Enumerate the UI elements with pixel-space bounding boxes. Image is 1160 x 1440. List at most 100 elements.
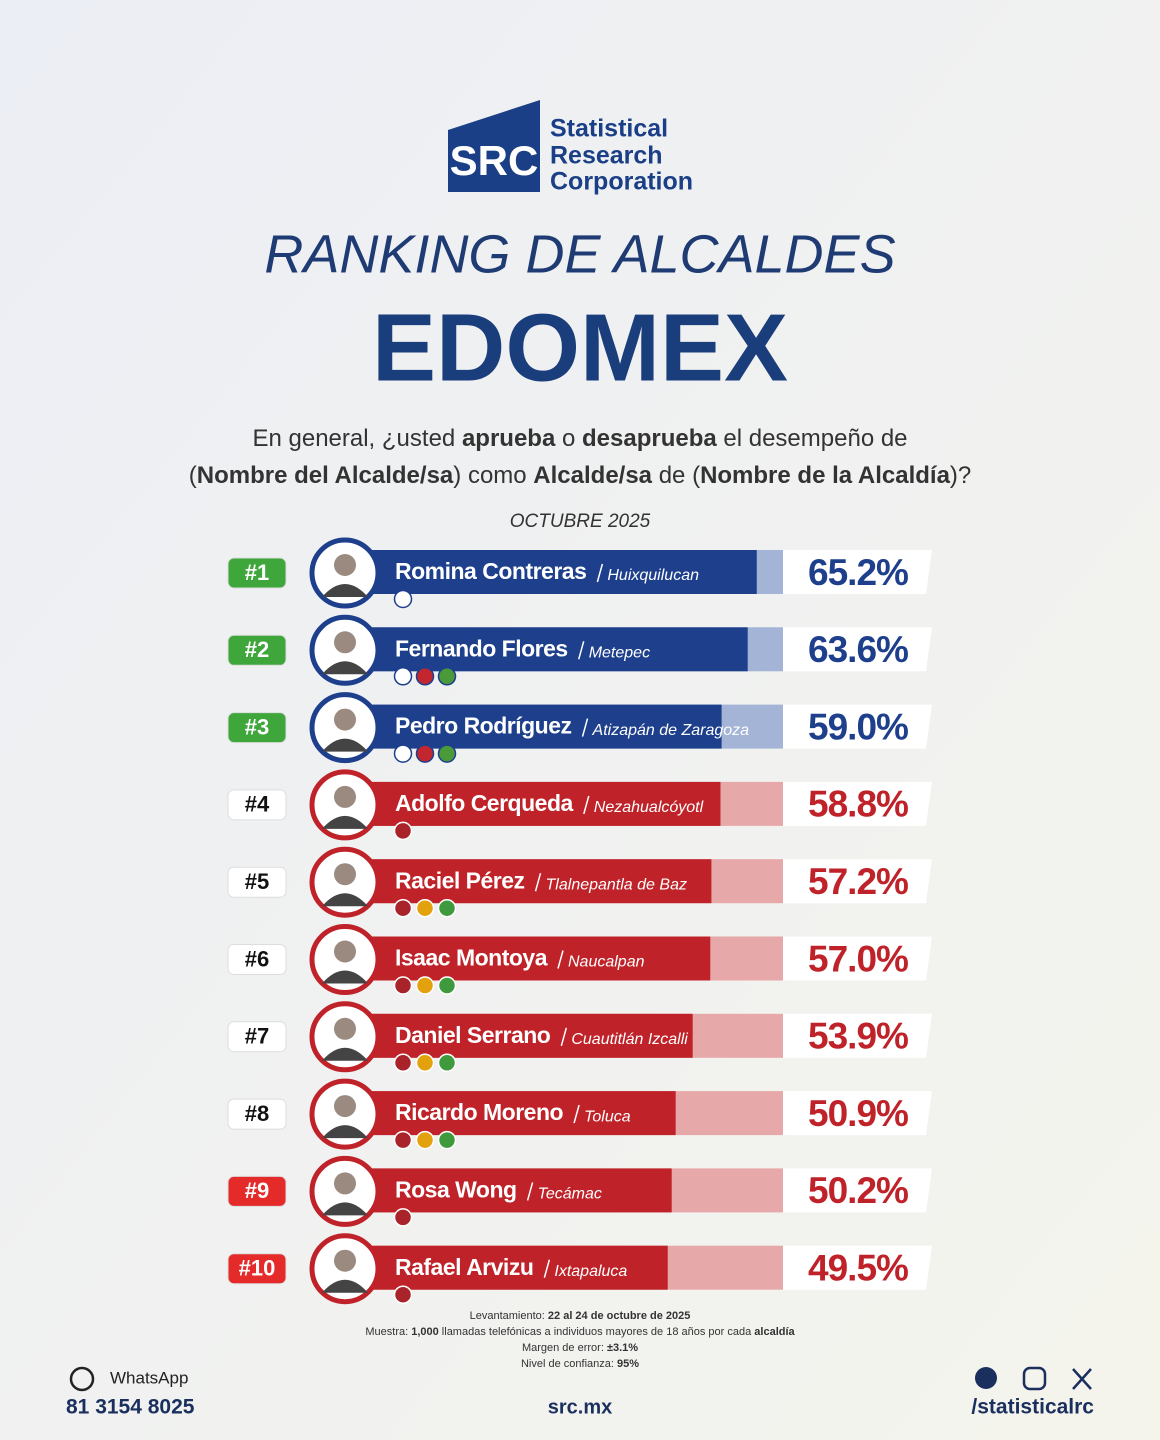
party-logo <box>393 976 413 995</box>
municipality: Atizapán de Zaragoza <box>592 722 750 739</box>
rank-badge <box>227 944 287 975</box>
municipality: Ixtapaluca <box>554 1263 627 1280</box>
municipality: Naucalpan <box>568 954 645 971</box>
methodology-line: Levantamiento: 22 al 24 de octubre de 20… <box>470 1310 691 1322</box>
value-box <box>783 1245 932 1290</box>
logo-line: Corporation <box>550 168 693 196</box>
party-logo <box>437 744 457 763</box>
candidate-name: Rosa Wong <box>395 1176 517 1202</box>
title: RANKING DE ALCALDES <box>264 224 895 284</box>
rank-label: #3 <box>245 714 269 739</box>
value-label: 50.9% <box>808 1093 908 1134</box>
logo-text: SRC <box>450 137 539 184</box>
question-part: o <box>555 425 582 452</box>
photo-body <box>322 815 368 829</box>
methodology-line: Muestra: 1,000 llamadas telefónicas a in… <box>365 1326 795 1338</box>
photo-head <box>334 1172 356 1195</box>
methodology-part: ±3.1% <box>607 1342 638 1354</box>
methodology-line: Margen de error: ±3.1% <box>522 1342 638 1354</box>
question-part: el desempeño de <box>717 425 908 452</box>
methodology-part: llamadas telefónicas a individuos mayore… <box>439 1326 755 1338</box>
rank-label: #7 <box>245 1024 269 1049</box>
rank-badge <box>227 1021 287 1053</box>
separator <box>560 1027 568 1047</box>
value-label: 65.2% <box>808 552 908 593</box>
photo-head <box>334 940 356 963</box>
phone: 81 3154 8025 <box>66 1396 195 1419</box>
methodology-part: Levantamiento: <box>470 1310 548 1322</box>
candidate-name: Adolfo Cerqueda <box>395 790 573 816</box>
logo-mark <box>448 100 540 192</box>
instagram-icon[interactable] <box>1022 1366 1047 1391</box>
candidate-name: Pedro Rodríguez <box>395 713 572 739</box>
party-logo <box>393 1053 413 1073</box>
facebook-icon[interactable] <box>975 1367 997 1389</box>
bar <box>340 781 721 826</box>
municipality: Nezahualcóyotl <box>594 799 704 816</box>
value-label: 53.9% <box>808 1016 908 1057</box>
rank-badge <box>227 1098 287 1130</box>
party-logo <box>393 1130 413 1150</box>
question-part: Alcalde/sa <box>533 462 652 489</box>
rank-badge <box>227 557 287 589</box>
party-logo <box>415 1053 435 1073</box>
photo-head <box>334 1095 356 1118</box>
candidate-name: Fernando Flores <box>395 635 568 661</box>
value-box <box>783 627 932 672</box>
question-part: Nombre del Alcalde/sa <box>197 462 454 489</box>
rank-label: #5 <box>245 869 269 894</box>
party-logo <box>415 1130 435 1150</box>
question-part: En general, ¿usted <box>252 425 461 452</box>
party-logo <box>415 976 435 995</box>
municipality: Tecámac <box>538 1186 602 1203</box>
candidate-name: Isaac Montoya <box>395 945 548 971</box>
value-box <box>783 859 932 904</box>
party-logo <box>393 821 413 841</box>
photo-head <box>334 863 356 886</box>
photo-head <box>334 631 356 654</box>
rank-label: #6 <box>245 946 269 971</box>
period: OCTUBRE 2025 <box>510 511 651 532</box>
bar <box>340 1245 668 1290</box>
value-box <box>783 1013 932 1058</box>
website[interactable]: src.mx <box>548 1396 613 1418</box>
separator <box>543 1259 551 1278</box>
photo-body <box>322 738 368 752</box>
logo-line: Research <box>550 142 663 170</box>
question-part: Nombre de la Alcaldía <box>700 462 951 489</box>
rank-badge <box>227 1175 287 1207</box>
separator <box>577 641 585 660</box>
municipality: Toluca <box>584 1108 631 1125</box>
candidate-name: Ricardo Moreno <box>395 1099 564 1125</box>
methodology-part: 22 al 24 de octubre de 2025 <box>548 1310 690 1322</box>
bar <box>340 1168 672 1213</box>
bar <box>340 859 712 904</box>
value-box <box>783 1091 932 1136</box>
photo-body <box>322 893 368 907</box>
municipality: Huixquilucan <box>607 567 699 584</box>
rank-label: #4 <box>245 792 270 817</box>
photo-body <box>322 1047 368 1061</box>
question-part: )? <box>950 462 971 489</box>
value-label: 49.5% <box>808 1247 908 1288</box>
bar <box>340 627 748 672</box>
photo-body <box>322 1125 368 1139</box>
methodology-part: Muestra: <box>365 1326 411 1338</box>
separator <box>526 1182 534 1201</box>
value-label: 50.2% <box>808 1170 908 1211</box>
rank-badge <box>227 712 287 744</box>
party-logo <box>437 1053 457 1073</box>
question: En general, ¿usted aprueba o desaprueba … <box>252 425 907 452</box>
candidate-name: Raciel Pérez <box>395 867 525 893</box>
party-logo <box>415 744 435 763</box>
photo-body <box>322 970 368 984</box>
subtitle: EDOMEX <box>372 294 788 401</box>
x-icon[interactable] <box>1072 1368 1092 1390</box>
photo-body <box>322 1202 368 1216</box>
rank-badge <box>227 789 287 821</box>
party-logo <box>415 667 435 686</box>
photo-head <box>334 785 356 808</box>
question-part: aprueba <box>462 425 556 452</box>
separator <box>573 1104 580 1124</box>
separator <box>583 795 590 815</box>
